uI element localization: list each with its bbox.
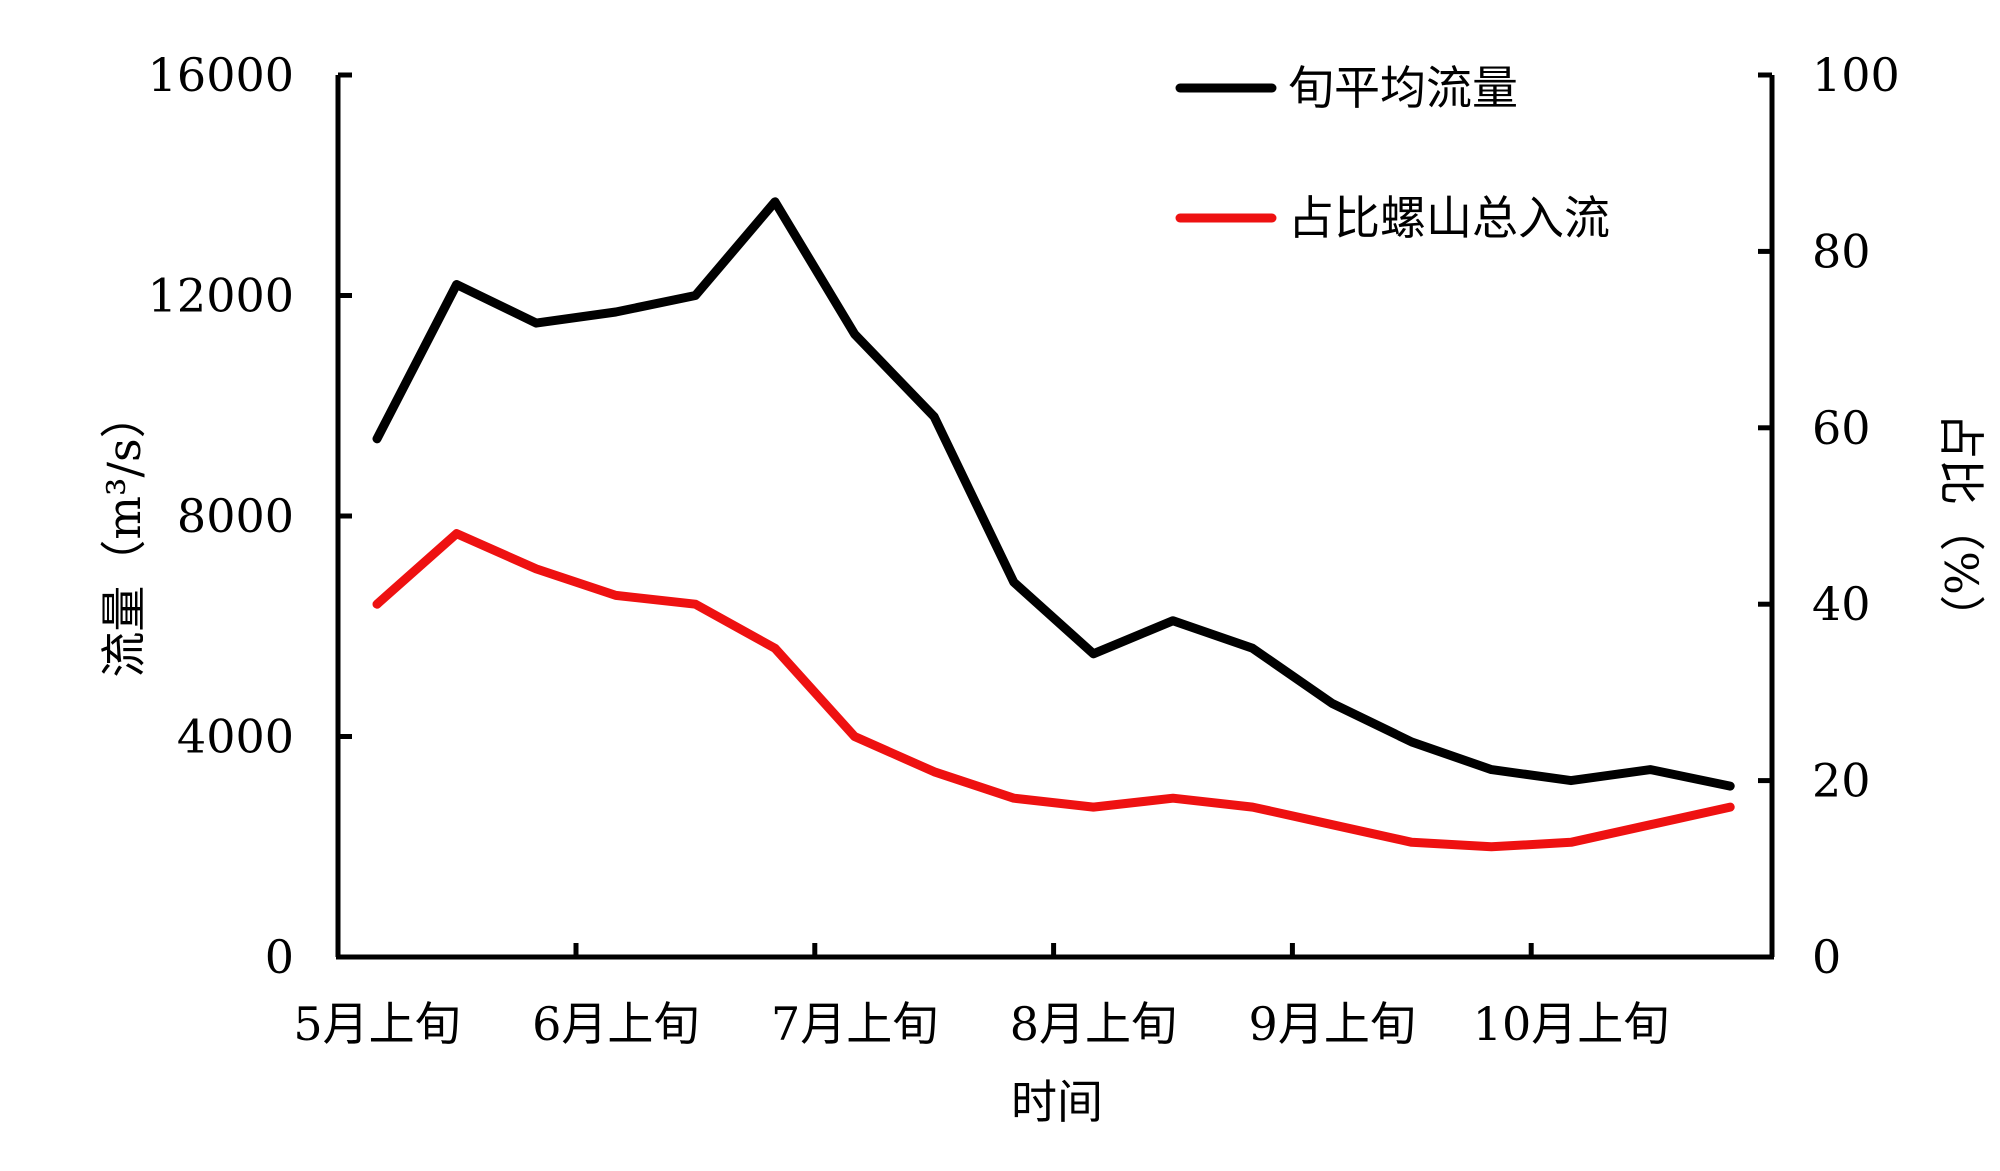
y2-tick-label: 80 [1812,224,1871,278]
x-tick-label: 8月上旬 [1010,997,1177,1051]
x-tick-label: 9月上旬 [1249,997,1416,1051]
y2-tick-label: 60 [1812,401,1871,455]
y2-tick-label: 0 [1812,930,1841,984]
y-tick-label: 16000 [148,48,294,102]
legend-label: 占比螺山总入流 [1288,191,1610,245]
y-tick-label: 12000 [148,269,294,323]
x-tick-label: 6月上旬 [532,997,699,1051]
y-tick-label: 4000 [177,710,294,764]
y-axis-title: 流量（m³/s） [97,392,151,677]
y2-axis-title: 占比（%） [1934,413,1988,641]
y-tick-label: 8000 [177,489,294,543]
series-line-2 [372,529,1735,852]
series-lines-group [372,197,1735,852]
x-tick-label: 10月上旬 [1473,997,1670,1051]
legend-label: 旬平均流量 [1288,61,1518,115]
y2-tick-label: 20 [1812,754,1871,808]
x-tick-label: 7月上旬 [771,997,938,1051]
y-tick-label: 0 [265,930,294,984]
x-tick-label: 5月上旬 [293,997,460,1051]
x-axis-title: 时间 [1011,1075,1103,1129]
tick-labels-group: 0 4000 8000 12000 16000 0 20 40 60 80 100 5月上旬 6月上旬 7… [148,48,1900,1051]
series-line-1 [372,197,1735,791]
y2-tick-label: 100 [1812,48,1900,102]
axes-group [335,72,1775,960]
y2-tick-label: 40 [1812,577,1871,631]
